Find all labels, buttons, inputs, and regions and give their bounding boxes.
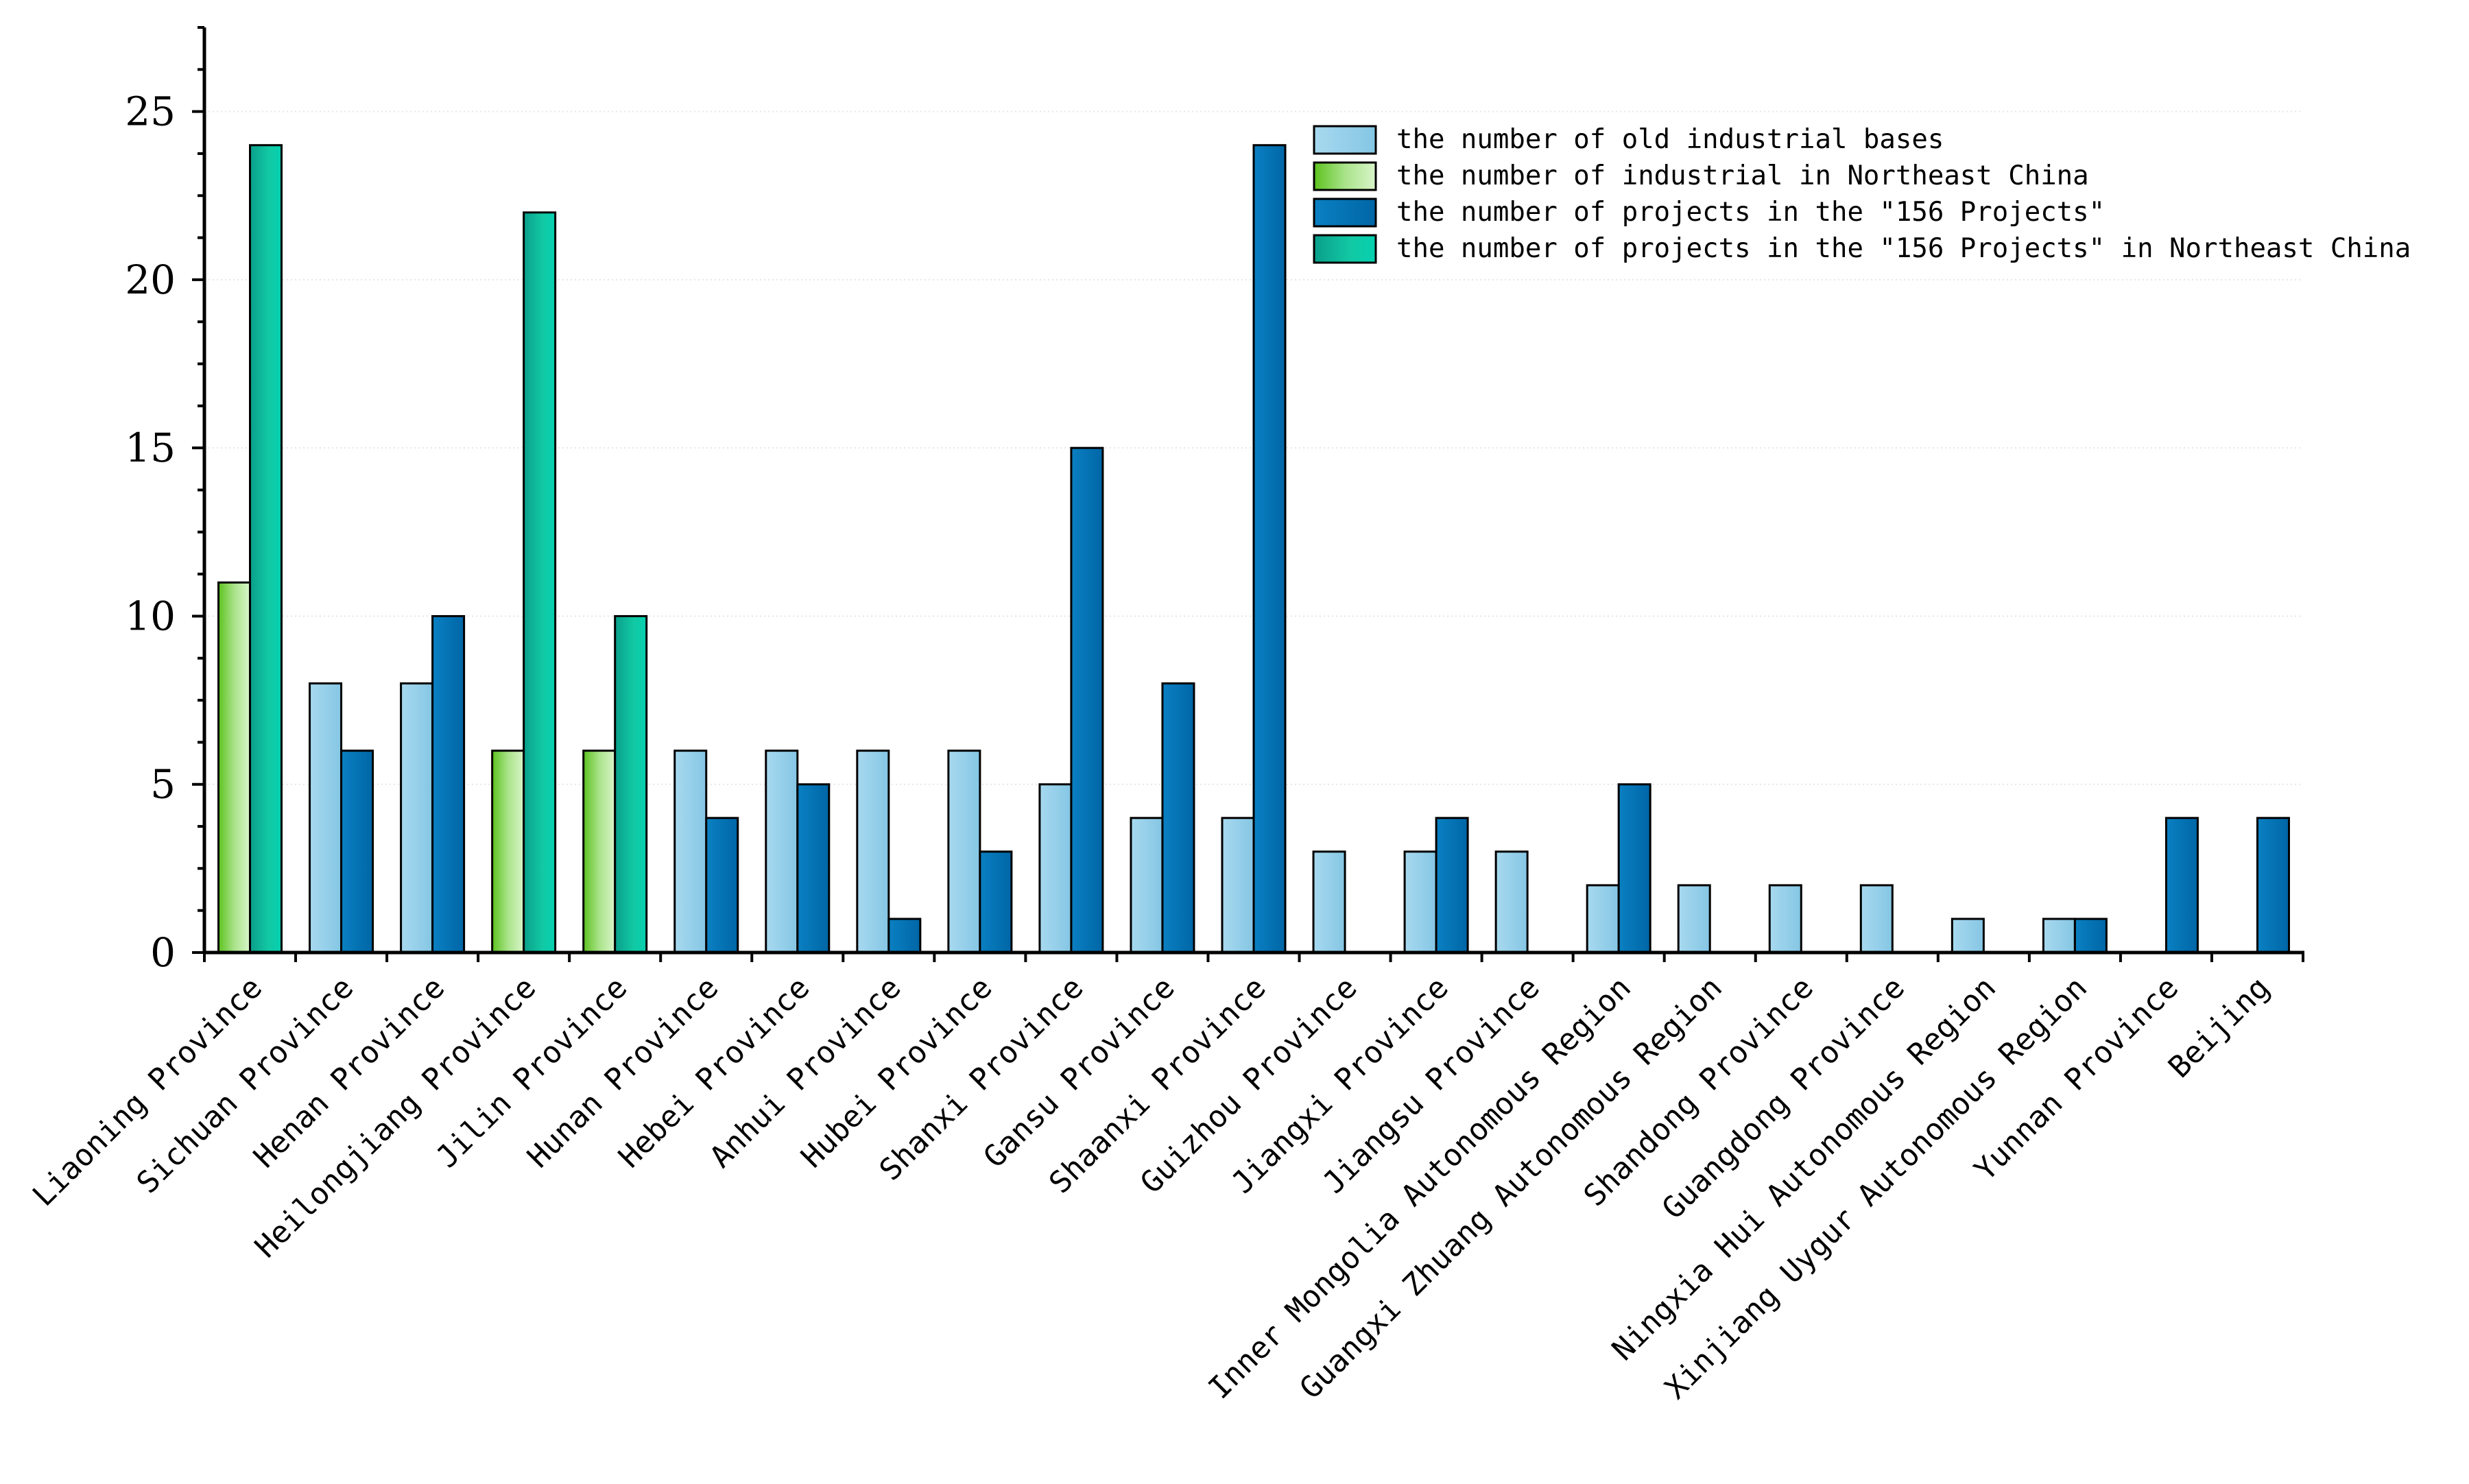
bar-series1-18	[1859, 884, 1894, 954]
bar-series4-4	[614, 614, 648, 954]
bar-series1-1	[309, 682, 343, 954]
bar-series3-8	[979, 850, 1013, 954]
bar-series1-7	[856, 750, 890, 954]
bar-series3-15	[1617, 783, 1651, 954]
bar-series3-10	[1161, 682, 1195, 954]
y-tick-label: 15	[125, 424, 176, 471]
y-tick-label: 10	[125, 593, 176, 639]
x-category-label: Guangxi Zhuang Autonomous Region	[1293, 970, 1729, 1406]
bar-series4-3	[523, 211, 557, 954]
bar-series3-20	[2073, 918, 2108, 954]
bar-series1-10	[1130, 817, 1164, 954]
bar-series1-5	[673, 750, 708, 954]
legend-swatch	[1313, 125, 1377, 155]
legend-swatch	[1313, 161, 1377, 191]
legend-swatch	[1313, 234, 1377, 264]
bar-series1-15	[1586, 884, 1620, 954]
bar-series1-2	[400, 682, 434, 954]
bar-series1-14	[1494, 850, 1529, 954]
x-category-label: Xinjiang Uygur Autonomous Region	[1658, 970, 2094, 1406]
legend-label: the number of old industrial bases	[1396, 124, 1944, 155]
bar-series3-11	[1252, 144, 1287, 954]
legend-label: the number of industrial in Northeast Ch…	[1396, 160, 2089, 191]
x-category-label: Inner Mongolia Autonomous Region	[1202, 970, 1637, 1406]
legend-label: the number of projects in the "156 Proje…	[1396, 197, 2105, 228]
bar-series2-0	[217, 581, 252, 954]
bars	[217, 144, 2290, 954]
y-tick-label: 25	[125, 88, 176, 135]
y-tick-label: 20	[125, 256, 176, 303]
bar-series1-12	[1312, 850, 1346, 954]
bar-series3-13	[1435, 817, 1469, 954]
bar-series3-7	[887, 918, 922, 954]
bar-series1-17	[1768, 884, 1802, 954]
x-category-label: Beijing	[2162, 970, 2276, 1085]
bar-series2-4	[582, 750, 617, 954]
bar-series1-20	[2042, 918, 2076, 954]
bar-series1-6	[765, 750, 799, 954]
bar-series3-6	[796, 783, 831, 954]
bar-series2-3	[491, 750, 525, 954]
bar-series3-1	[340, 750, 374, 954]
legend: the number of old industrial bases the nu…	[1313, 124, 2411, 264]
bar-series3-2	[431, 614, 466, 954]
y-axis-ticks: 0 5 10 15 20 25	[125, 26, 204, 976]
bar-series1-19	[1951, 918, 1985, 954]
bar-series1-8	[947, 750, 981, 954]
legend-swatch	[1313, 198, 1377, 228]
bar-series1-13	[1403, 850, 1438, 954]
y-tick-label: 5	[150, 761, 176, 808]
bar-series1-9	[1038, 783, 1073, 954]
bar-series3-9	[1070, 446, 1104, 954]
bar-series3-21	[2164, 817, 2199, 954]
bar-series3-22	[2256, 817, 2290, 954]
legend-label: the number of projects in the "156 Proje…	[1396, 233, 2411, 264]
bar-series1-11	[1221, 817, 1255, 954]
y-tick-label: 0	[150, 929, 176, 976]
bar-series3-5	[705, 817, 739, 954]
bar-series1-16	[1677, 884, 1711, 954]
bar-series4-0	[249, 144, 283, 954]
